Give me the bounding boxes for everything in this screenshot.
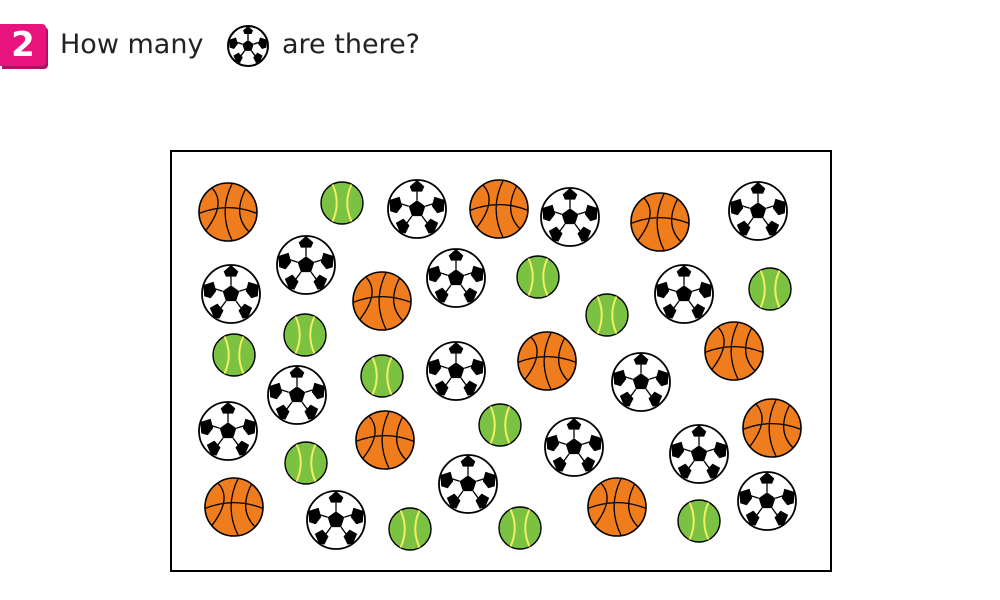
tennis-ball [212,333,256,377]
tennis-ball [284,441,328,485]
basketball [198,182,258,242]
soccer-ball [276,235,336,295]
basketball [630,192,690,252]
basketball [204,477,264,537]
soccer-ball [201,264,261,324]
soccer-ball [426,248,486,308]
soccer-ball [737,471,797,531]
basketball [587,477,647,537]
balls-picture [198,179,802,551]
basketball [355,410,415,470]
soccer-ball-icon [227,25,269,67]
tennis-ball [498,506,542,550]
tennis-ball [283,313,327,357]
basketball [742,398,802,458]
basketball [704,321,764,381]
basketball [517,331,577,391]
basketball [469,179,529,239]
soccer-ball [306,490,366,550]
soccer-ball [544,417,604,477]
soccer-ball [728,181,788,241]
tennis-ball [388,507,432,551]
tennis-ball [748,267,792,311]
question-row: 2 How many are there? [0,22,1000,68]
soccer-ball [654,264,714,324]
soccer-ball [438,454,498,514]
basketball [352,271,412,331]
soccer-ball [267,365,327,425]
soccer-ball [540,187,600,247]
soccer-ball [611,352,671,412]
tennis-ball [478,403,522,447]
soccer-ball [198,401,258,461]
tennis-ball [516,255,560,299]
soccer-ball [669,424,729,484]
balls-picture-frame [170,150,832,572]
tennis-ball [320,181,364,225]
soccer-ball [426,341,486,401]
question-number-badge: 2 [0,24,46,66]
soccer-ball [387,179,447,239]
tennis-ball [677,499,721,543]
tennis-ball [360,354,404,398]
question-text-before: How many [60,29,204,60]
tennis-ball [585,293,629,337]
question-text-after: are there? [282,29,421,60]
